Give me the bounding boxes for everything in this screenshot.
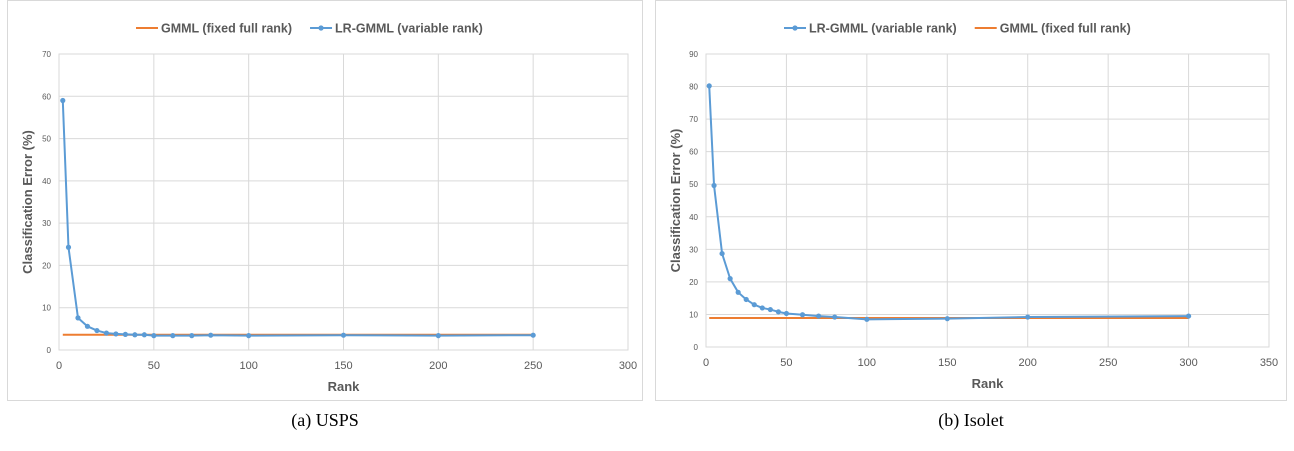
caption-isolet: (b) Isolet (938, 410, 1004, 430)
y-tick-label: 10 (689, 310, 698, 319)
data-point-lr-gmml (340, 332, 347, 338)
data-point-lr-gmml (767, 306, 773, 313)
chart-panel-isolet: 0 10 20 30 40 50 60 70 80 90 0 50 100 150 200 250 300 350… (655, 0, 1287, 401)
data-point-lr-gmml (246, 333, 252, 339)
data-point-lr-gmml (1025, 314, 1031, 320)
y-tick-label: 50 (689, 180, 698, 189)
y-axis-title: Classification Error (%) (20, 130, 35, 274)
legend-marker-lr-gmml (318, 25, 324, 31)
data-point-lr-gmml (735, 289, 741, 295)
x-tick-label: 350 (1260, 357, 1278, 369)
y-tick-label: 80 (689, 83, 698, 92)
x-tick-label: 300 (619, 360, 637, 372)
data-point-lr-gmml (132, 332, 138, 338)
x-axis-title: Rank (972, 376, 1005, 391)
legend-label-lr-gmml: LR-GMML (variable rank) (335, 22, 483, 36)
x-axis-title: Rank (328, 379, 361, 394)
data-point-lr-gmml (1185, 313, 1192, 319)
data-point-lr-gmml (189, 333, 195, 339)
data-point-lr-gmml (170, 333, 176, 339)
data-point-lr-gmml (706, 83, 712, 89)
data-point-lr-gmml (94, 327, 100, 334)
data-point-lr-gmml (864, 316, 870, 322)
chart-isolet: 0 10 20 30 40 50 60 70 80 90 0 50 100 150 200 250 300 350… (668, 22, 1278, 392)
data-point-lr-gmml (151, 333, 157, 339)
y-tick-label: 60 (42, 92, 51, 101)
x-tick-label: 50 (148, 360, 160, 372)
data-point-lr-gmml (944, 316, 950, 322)
y-tick-label: 60 (689, 148, 698, 157)
x-tick-label: 100 (239, 360, 257, 372)
x-tick-label: 0 (703, 357, 709, 369)
chart-panel-usps: 0 10 20 30 40 50 60 70 0 50 100 150 200 250 300 Rank Cla… (7, 0, 643, 401)
x-tick-label: 300 (1179, 357, 1197, 369)
x-tick-label: 100 (858, 357, 876, 369)
plot-area (705, 53, 1270, 348)
data-point-lr-gmml (141, 332, 147, 338)
y-tick-label: 0 (47, 346, 52, 355)
data-point-lr-gmml (727, 276, 733, 282)
data-point-lr-gmml (775, 309, 781, 315)
data-point-lr-gmml (783, 310, 790, 317)
data-point-lr-gmml (122, 331, 128, 337)
y-tick-label: 30 (689, 245, 698, 254)
y-tick-label: 50 (42, 135, 51, 144)
x-tick-label: 250 (1099, 357, 1117, 369)
y-tick-label: 0 (694, 343, 699, 352)
legend-marker-lr-gmml (792, 25, 798, 31)
series-line-lr-gmml (61, 100, 534, 337)
x-tick-label: 200 (1019, 357, 1037, 369)
legend-label-gmml: GMML (fixed full rank) (161, 22, 292, 36)
y-tick-label: 40 (42, 177, 51, 186)
y-tick-label: 40 (689, 213, 698, 222)
legend-label-gmml: GMML (fixed full rank) (1000, 22, 1131, 36)
y-tick-label: 70 (689, 115, 698, 124)
legend-label-lr-gmml: LR-GMML (variable rank) (809, 22, 957, 36)
data-point-lr-gmml (816, 313, 822, 319)
y-tick-label: 20 (689, 278, 698, 287)
data-point-lr-gmml (113, 331, 119, 337)
x-tick-label: 250 (524, 360, 542, 372)
x-tick-label: 150 (334, 360, 352, 372)
data-point-lr-gmml (84, 323, 91, 329)
x-tick-label: 50 (780, 357, 792, 369)
data-point-lr-gmml (719, 250, 725, 257)
chart-usps: 0 10 20 30 40 50 60 70 0 50 100 150 200 250 300 Rank Cla… (20, 22, 637, 395)
y-tick-label: 70 (42, 50, 51, 59)
data-point-lr-gmml (208, 332, 214, 338)
y-tick-label: 90 (689, 50, 698, 59)
y-axis-title: Classification Error (%) (668, 129, 683, 273)
y-tick-label: 20 (42, 261, 51, 270)
data-point-lr-gmml (711, 182, 717, 189)
data-point-lr-gmml (435, 333, 441, 339)
data-point-lr-gmml (60, 97, 66, 104)
x-tick-label: 150 (938, 357, 956, 369)
data-point-lr-gmml (832, 314, 838, 320)
data-point-lr-gmml (65, 244, 72, 250)
y-tick-label: 30 (42, 219, 51, 228)
data-point-lr-gmml (530, 332, 536, 338)
y-tick-label: 10 (42, 304, 51, 313)
x-tick-label: 0 (56, 360, 62, 372)
caption-usps: (a) USPS (291, 410, 359, 430)
data-point-lr-gmml (75, 315, 81, 321)
data-point-lr-gmml (743, 296, 749, 303)
series-line-lr-gmml (708, 85, 1189, 321)
data-point-lr-gmml (759, 305, 765, 311)
data-point-lr-gmml (751, 302, 757, 308)
data-point-lr-gmml (799, 312, 806, 318)
x-tick-label: 200 (429, 360, 447, 372)
data-point-lr-gmml (103, 330, 110, 336)
